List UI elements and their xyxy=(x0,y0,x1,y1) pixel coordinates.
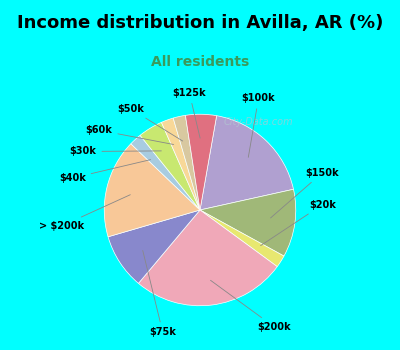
Wedge shape xyxy=(162,118,200,210)
Wedge shape xyxy=(138,210,277,306)
Wedge shape xyxy=(173,116,200,210)
Wedge shape xyxy=(186,114,217,210)
Wedge shape xyxy=(200,116,294,210)
Text: $75k: $75k xyxy=(143,251,176,337)
Text: City-Data.com: City-Data.com xyxy=(224,117,293,127)
Wedge shape xyxy=(140,122,200,210)
Text: $60k: $60k xyxy=(86,125,174,145)
Text: $40k: $40k xyxy=(59,160,150,183)
Text: $200k: $200k xyxy=(210,280,291,332)
Wedge shape xyxy=(200,189,296,256)
Text: $125k: $125k xyxy=(172,88,206,138)
Text: $30k: $30k xyxy=(70,147,161,156)
Text: Income distribution in Avilla, AR (%): Income distribution in Avilla, AR (%) xyxy=(17,14,383,32)
Text: All residents: All residents xyxy=(151,55,249,69)
Text: $100k: $100k xyxy=(242,93,275,157)
Wedge shape xyxy=(104,144,200,237)
Wedge shape xyxy=(131,135,200,210)
Wedge shape xyxy=(108,210,200,284)
Text: > $200k: > $200k xyxy=(39,195,130,231)
Wedge shape xyxy=(200,210,284,267)
Text: $50k: $50k xyxy=(118,104,183,141)
Text: $20k: $20k xyxy=(261,200,336,246)
Text: $150k: $150k xyxy=(270,168,339,218)
